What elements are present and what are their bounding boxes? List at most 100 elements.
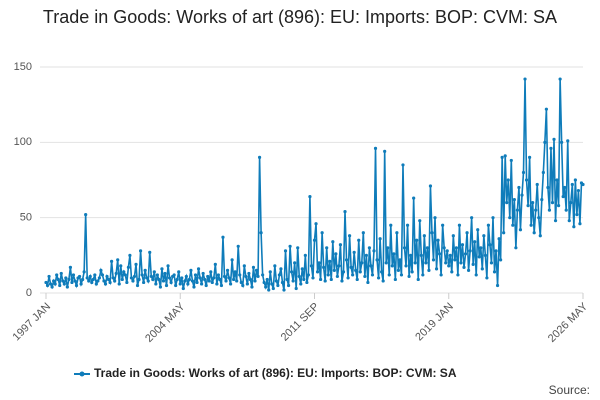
point <box>450 270 454 274</box>
point <box>492 270 497 274</box>
point <box>523 77 527 81</box>
point <box>297 274 301 279</box>
point <box>254 268 259 272</box>
point <box>424 261 428 265</box>
point <box>351 273 355 277</box>
point <box>198 276 202 280</box>
point <box>520 193 524 197</box>
point <box>541 170 545 175</box>
point <box>399 273 404 277</box>
point <box>375 258 379 262</box>
point <box>277 273 282 277</box>
point <box>221 235 225 239</box>
x-tick-label: 2026 MAY <box>546 300 591 345</box>
point <box>384 261 388 265</box>
point <box>279 267 283 271</box>
point <box>425 246 429 250</box>
point <box>369 264 373 268</box>
point <box>300 267 304 271</box>
point <box>471 262 475 266</box>
point <box>427 268 431 272</box>
point <box>576 188 581 193</box>
point <box>409 253 413 257</box>
point <box>103 282 108 286</box>
point <box>323 279 327 283</box>
legend-label: Trade in Goods: Works of art (896): EU: … <box>94 366 457 380</box>
point <box>578 222 582 226</box>
point <box>393 277 397 282</box>
point <box>383 149 387 153</box>
point <box>448 253 452 257</box>
point <box>390 264 394 268</box>
point <box>332 268 336 272</box>
point <box>184 274 188 279</box>
point <box>56 277 60 282</box>
point <box>71 273 76 277</box>
point <box>73 279 77 283</box>
point <box>236 244 240 248</box>
point <box>164 283 169 288</box>
point <box>358 270 362 274</box>
point <box>268 270 272 274</box>
point <box>433 216 437 220</box>
point <box>312 238 317 242</box>
point <box>415 238 419 242</box>
point <box>538 234 542 238</box>
point <box>161 279 166 283</box>
point <box>149 274 153 279</box>
point <box>457 223 462 227</box>
point <box>349 265 353 269</box>
point <box>114 271 118 276</box>
point <box>462 265 466 269</box>
point <box>193 273 198 277</box>
point <box>422 234 426 238</box>
point <box>117 282 121 286</box>
point <box>479 246 483 250</box>
point <box>142 280 146 285</box>
point <box>344 258 349 262</box>
point <box>309 264 314 268</box>
point <box>357 238 361 242</box>
point <box>354 268 358 272</box>
point <box>441 223 445 227</box>
point <box>581 182 585 187</box>
point <box>100 273 105 277</box>
point <box>285 277 289 282</box>
point <box>192 285 196 289</box>
point <box>529 223 533 227</box>
point <box>290 270 294 274</box>
point <box>265 277 269 282</box>
point <box>544 107 548 111</box>
point <box>48 282 53 286</box>
point <box>537 216 541 220</box>
point <box>276 283 280 288</box>
point <box>366 280 370 285</box>
point <box>154 282 158 286</box>
point <box>135 283 140 288</box>
point <box>155 273 159 277</box>
point <box>381 279 385 283</box>
point <box>151 277 155 282</box>
point <box>64 276 68 280</box>
point <box>569 201 573 205</box>
point <box>264 285 268 289</box>
point <box>306 273 310 277</box>
point <box>477 255 481 259</box>
point <box>454 246 458 250</box>
y-tick-label: 100 <box>14 136 32 148</box>
point <box>97 276 101 280</box>
point <box>317 261 321 265</box>
point <box>181 286 185 291</box>
point <box>395 231 399 235</box>
point <box>267 288 271 292</box>
point <box>134 262 138 266</box>
point <box>248 277 253 282</box>
point <box>488 243 492 247</box>
point <box>549 146 553 150</box>
point <box>560 140 564 144</box>
point <box>91 277 95 282</box>
point <box>410 270 414 274</box>
point <box>257 155 262 159</box>
point <box>434 267 439 271</box>
